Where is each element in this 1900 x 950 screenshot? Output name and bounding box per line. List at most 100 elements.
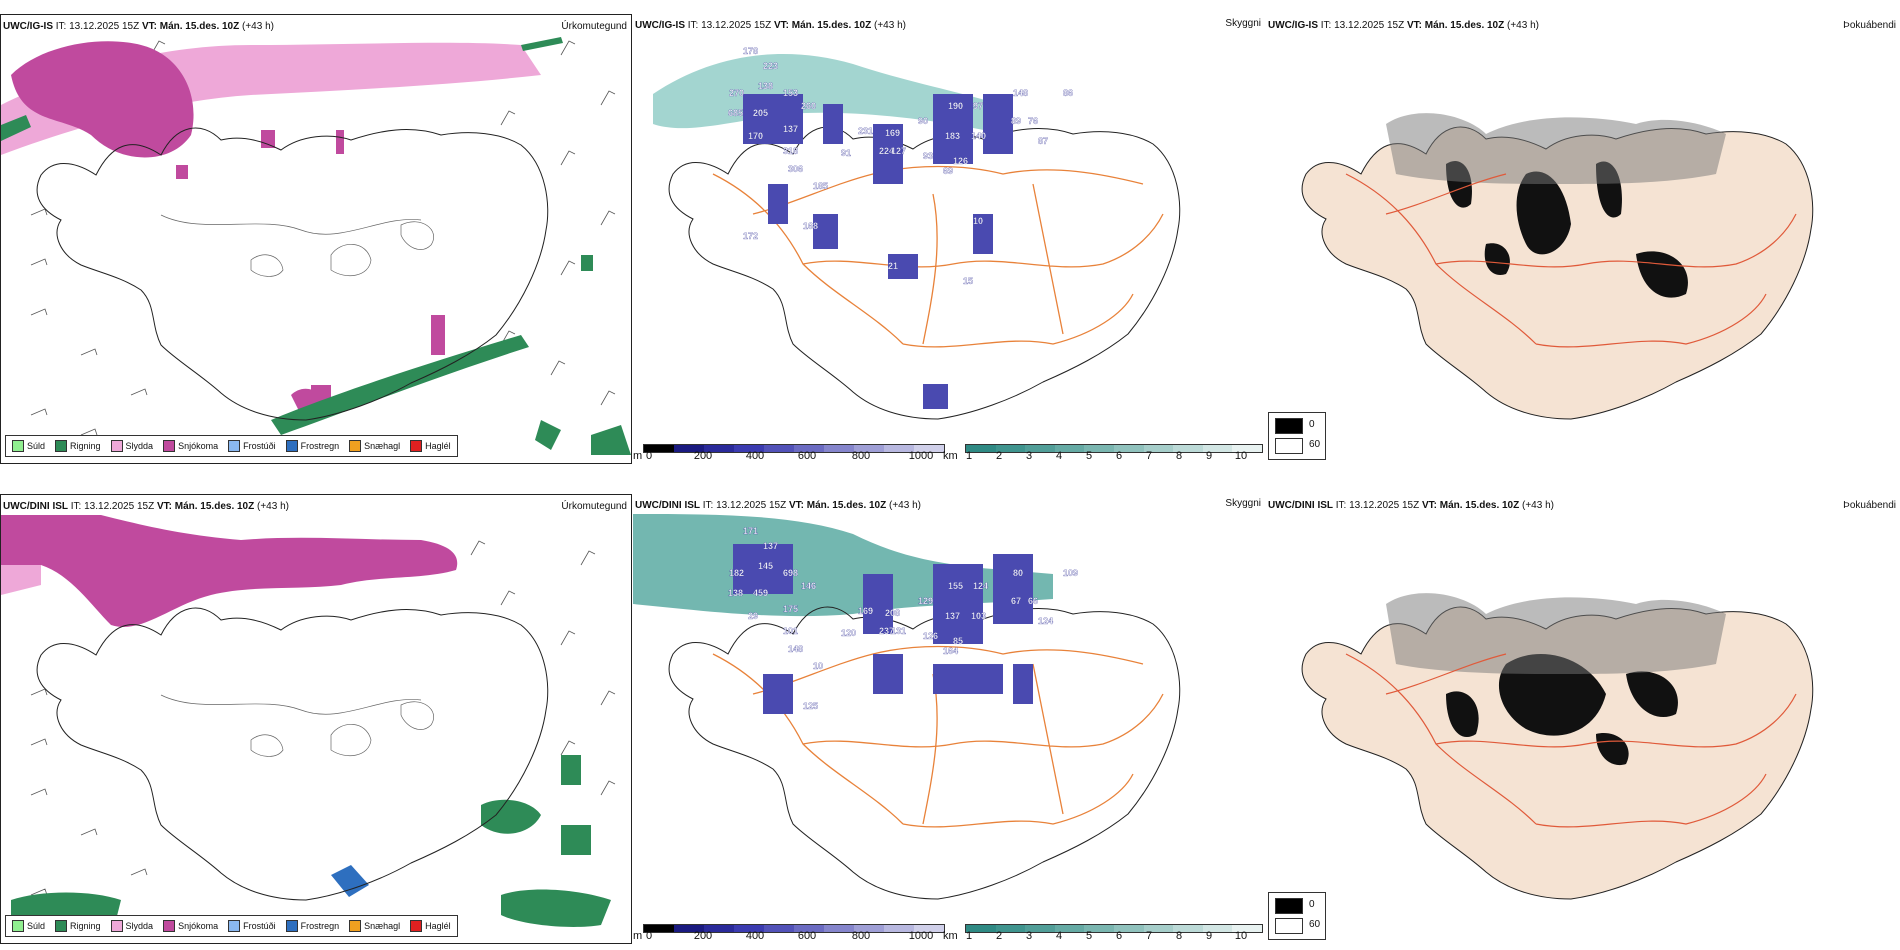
cloud-base-label: 137 [783,124,798,134]
cloud-base-label: 124 [1038,616,1053,626]
fog-low-swatch [1275,918,1303,934]
vis-color-step [1143,925,1174,932]
vis-tick: 6 [1115,930,1123,942]
legend-swatch [12,440,24,452]
cloud-base-label: 153 [783,88,798,98]
fog-map-row2: UWC/DINI ISL IT: 13.12.2025 15Z VT: Mán.… [1266,494,1900,944]
legend-swatch [410,920,423,932]
cloud-base-label: 205 [753,108,768,118]
cloud-base-label: 306 [788,164,803,174]
legend-item: Slydda [110,920,153,932]
vis-tick: 3 [1025,450,1033,462]
iceland-coastline [36,607,549,901]
vis-tick: 5 [1085,450,1093,462]
vis-color-step [966,445,996,452]
map-header: UWC/IG-IS IT: 13.12.2025 15Z VT: Mán. 15… [1268,20,1539,31]
legend-item: Frostregn [285,920,339,932]
cloud-base-label: 125 [803,701,818,711]
legend-swatch [228,920,241,932]
ceiling-vis-map-row2: UWC/DINI ISL IT: 13.12.2025 15Z VT: Mán.… [633,494,1265,944]
cloud-base-label: 137 [763,541,778,551]
cloud-base-label: 138 [728,588,743,598]
cloud-base-label: 224 [879,146,894,156]
vis-tick: 10 [1234,450,1248,462]
ceiling-vis-map-row1: UWC/IG-IS IT: 13.12.2025 15Z VT: Mán. 15… [633,14,1265,464]
internal-contours [160,694,434,757]
legend-item: Frostregn [285,440,339,452]
cloud-base-label: 97 [973,101,983,111]
legend-item: Haglél [410,440,451,452]
cloud-base-label: 69 [943,166,953,176]
cloud-base-label: 67 [1011,596,1021,606]
vis-tick: 6 [1115,450,1123,462]
cloud-base-label: 260 [801,101,816,111]
legend-item: Súld [12,920,45,932]
vis-tick: 2 [995,450,1003,462]
cloud-base-label: 103 [971,611,986,621]
fog-high-swatch [1275,898,1303,914]
legend-swatch [55,440,68,452]
cloud-base-label: 93 [923,151,933,161]
cloud-base-label: 170 [748,131,763,141]
road-network [1345,653,1797,828]
visibility-colorbar: km 1 2 3 4 5 6 7 8 9 10 [943,924,1263,942]
height-color-step [764,445,794,452]
visibility-colorbar: km 1 2 3 4 5 6 7 8 9 10 [943,444,1263,462]
height-colorbar: m 0 200 400 600 800 1000 [633,444,945,462]
height-color-step [674,925,704,932]
legend-item: Slydda [110,440,153,452]
rain-patches [11,755,611,927]
height-tick: 1000 [908,450,934,462]
legend-swatch [12,920,24,932]
height-color-step [884,925,914,932]
cloud-base-label: 15 [963,276,973,286]
cloud-base-label: 126 [923,631,938,641]
cloud-base-label: 171 [743,526,758,536]
cloud-base-label: 223 [763,61,778,71]
cloud-base-label: 66 [1028,596,1038,606]
panel-title: Skyggni [1225,18,1261,29]
vis-tick: 9 [1205,930,1213,942]
fog-high-label: 0 [1309,899,1315,910]
snow-area [1,515,458,628]
legend-swatch [228,440,241,452]
cloud-base-label: 175 [783,604,798,614]
height-tick: 600 [797,930,817,942]
height-tick: 200 [693,450,713,462]
cloud-base-label: 164 [943,646,958,656]
cloud-base-label: 138 [758,81,773,91]
ceiling-blobs [733,544,1033,714]
vis-tick: 5 [1085,930,1093,942]
vis-tick: 7 [1145,450,1153,462]
vis-color-step [1025,445,1055,452]
cloud-base-label: 190 [948,101,963,111]
road-network [712,165,1164,348]
height-tick: 200 [693,930,713,942]
height-unit: m [633,450,643,462]
height-color-step [734,445,764,452]
legend-item: Rigning [55,440,101,452]
low-vis-band [633,514,1053,617]
fog-low-label: 60 [1309,439,1321,450]
vis-color-step [1173,445,1203,452]
fog-grey-areas [1386,593,1726,674]
cloud-base-label: 10 [973,216,983,226]
fog-dark-areas [1446,654,1678,766]
height-color-step [704,925,734,932]
cloud-base-label: 120 [841,628,856,638]
height-tick: 600 [797,450,817,462]
cloud-base-label: 101 [783,626,798,636]
height-color-step [914,925,944,932]
height-color-step [794,445,824,452]
panel-title: Úrkomutegund [561,501,627,512]
cloud-base-label: 87 [1038,136,1048,146]
cloud-base-label: 91 [841,148,851,158]
height-color-step [704,445,734,452]
vis-color-step [1232,925,1262,932]
legend-item: Rigning [55,920,101,932]
freezing-rain-area [331,865,369,897]
vis-color-step [1202,925,1233,932]
precip-map [1,515,616,927]
map-header: UWC/DINI ISL IT: 13.12.2025 15Z VT: Mán.… [3,501,289,512]
